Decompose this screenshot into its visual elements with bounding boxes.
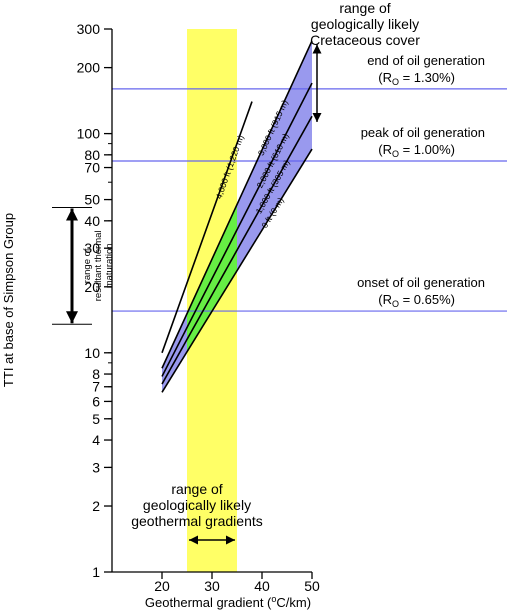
y-tick-label: 1 xyxy=(92,564,100,580)
y-tick-label: 2 xyxy=(92,498,100,514)
threshold-ro-label: (RO = 1.00%) xyxy=(378,142,455,159)
maturation-arrow-head xyxy=(66,208,78,221)
y-tick-label: 80 xyxy=(84,147,100,163)
cover-range-label: Cretaceous cover xyxy=(310,32,420,48)
ro-value: = 1.00%) xyxy=(399,142,455,157)
y-tick-label: 5 xyxy=(92,411,100,427)
maturation-label: range of xyxy=(82,248,93,283)
y-tick-label: 6 xyxy=(92,393,100,409)
y-tick-label: 100 xyxy=(77,126,101,142)
y-tick-label: 20 xyxy=(84,279,100,295)
maturation-label: resultant thermal xyxy=(93,230,104,301)
threshold-label: onset of oil generation xyxy=(357,275,485,290)
gradient-range-label: geologically likely xyxy=(143,497,251,513)
threshold-label: end of oil generation xyxy=(367,53,485,68)
cover-range-arrow-head xyxy=(312,44,322,54)
cover-range-label: geologically likely xyxy=(311,16,419,32)
threshold-label: peak of oil generation xyxy=(361,125,485,140)
y-tick-label: 8 xyxy=(92,366,100,382)
gradient-range-label: range of xyxy=(171,481,222,497)
threshold-ro-label: (RO = 0.65%) xyxy=(378,292,455,309)
gradient-range-arrow xyxy=(189,535,235,545)
ro-value: = 0.65%) xyxy=(399,292,455,307)
x-tick-label: 40 xyxy=(254,578,270,594)
series-line xyxy=(161,115,313,385)
ro-paren: (R xyxy=(378,142,392,157)
y-tick-label: 300 xyxy=(77,21,101,37)
ro-paren: (R xyxy=(378,292,392,307)
series-line xyxy=(161,40,313,369)
gradient-range-arrow-head xyxy=(226,535,235,545)
ro-paren: (R xyxy=(378,70,392,85)
cover-range-arrow-head xyxy=(312,112,322,122)
series-line xyxy=(161,148,313,393)
threshold-ro-label: (RO = 1.30%) xyxy=(378,70,455,87)
x-axis-label-text: Geothermal gradient ( xyxy=(145,595,272,610)
x-axis-label: Geothermal gradient (oC/km) xyxy=(145,594,311,610)
maturation-label: maturation xyxy=(104,243,115,288)
y-tick-label: 10 xyxy=(84,345,100,361)
series-line xyxy=(161,82,313,377)
x-tick-label: 30 xyxy=(204,578,220,594)
x-axis-unit: C/km) xyxy=(276,595,311,610)
y-tick-label: 200 xyxy=(77,60,101,76)
ro-subscript: O xyxy=(392,149,399,159)
y-tick-label: 40 xyxy=(84,213,100,229)
y-tick-label: 3 xyxy=(92,459,100,475)
gradient-range-arrow-head xyxy=(189,535,198,545)
y-tick-label: 30 xyxy=(84,240,100,256)
gradient-range-label: geothermal gradients xyxy=(131,513,263,529)
cover-range-label: range of xyxy=(339,0,390,16)
y-tick-label: 50 xyxy=(84,192,100,208)
series-line xyxy=(161,101,253,354)
x-tick-label: 50 xyxy=(304,578,320,594)
annotations-layer: end of oil generation(RO = 1.30%)peak of… xyxy=(52,0,485,545)
y-tick-label: 4 xyxy=(92,432,100,448)
maturation-arrow xyxy=(66,208,78,324)
maturation-arrow-head xyxy=(66,311,78,324)
ro-value: = 1.30%) xyxy=(399,70,455,85)
y-tick-label: 7 xyxy=(92,379,100,395)
ro-subscript: O xyxy=(392,77,399,87)
cover-range-arrow xyxy=(312,44,322,122)
x-axis-degree: o xyxy=(271,594,276,604)
y-axis-label: TTI at base of Simpson Group xyxy=(1,213,16,387)
ro-subscript: O xyxy=(392,299,399,309)
x-tick-label: 20 xyxy=(154,578,170,594)
y-tick-label: 70 xyxy=(84,160,100,176)
